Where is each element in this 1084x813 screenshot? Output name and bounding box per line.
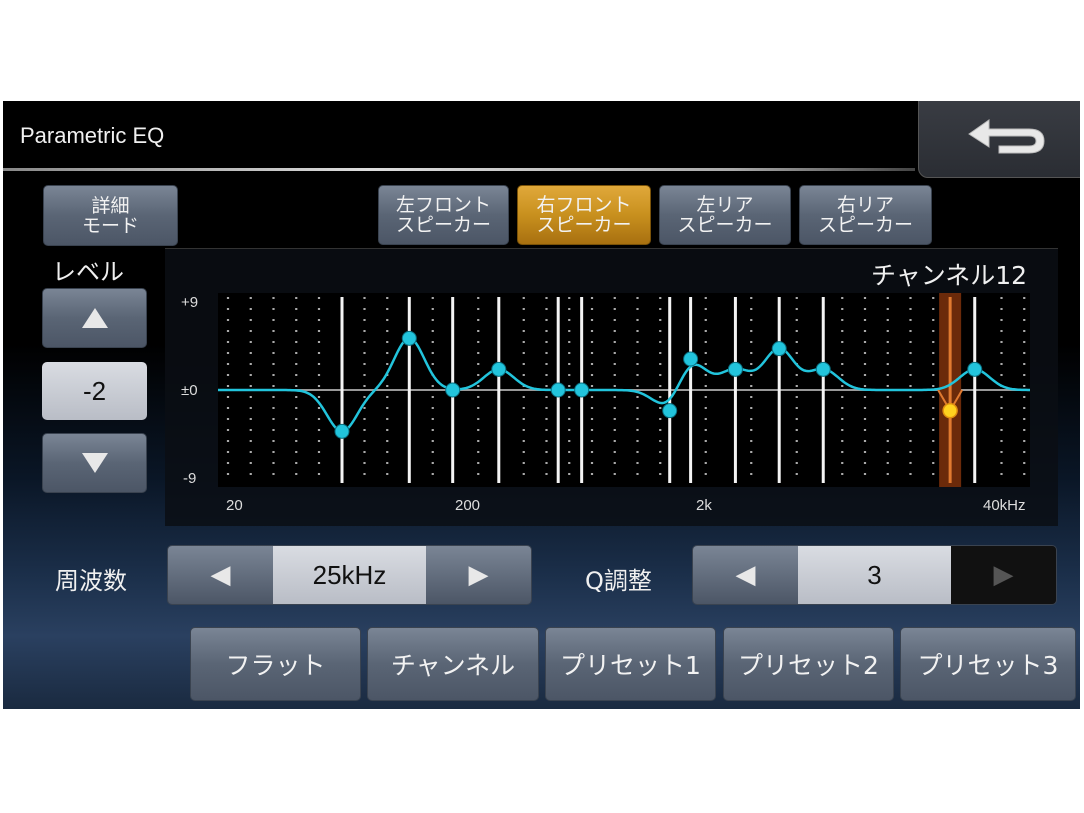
level-up-button[interactable] (42, 288, 147, 348)
tab-label: スピーカー (677, 214, 773, 236)
tab-label: スピーカー (395, 214, 491, 236)
frequency-increase-button[interactable]: ▶ (426, 546, 531, 604)
tab-label: 左フロント (395, 194, 491, 216)
y-tick-label: +9 (181, 294, 199, 311)
y-tick-label: -9 (183, 470, 197, 487)
tab-label: スピーカー (536, 214, 632, 236)
q-value: 3 (798, 546, 951, 604)
eq-screen: Parametric EQ 詳細 モード 左フロント スピーカー 右フロント スピー… (3, 101, 1080, 709)
triangle-left-icon: ◀ (210, 560, 231, 590)
frequency-label: 周波数 (55, 567, 127, 595)
preset1-button[interactable]: プリセット1 (545, 627, 716, 701)
tab-label: 左リア (696, 194, 754, 216)
triangle-left-icon: ◀ (735, 560, 756, 590)
flat-button[interactable]: フラット (190, 627, 361, 701)
q-decrease-button[interactable]: ◀ (693, 546, 798, 604)
tab-label: 右フロント (536, 194, 632, 216)
preset2-button[interactable]: プリセット2 (723, 627, 894, 701)
tab-label: 右リア (836, 194, 894, 216)
level-label: レベル (52, 258, 124, 286)
triangle-right-icon: ▶ (468, 560, 489, 590)
q-adjust-label: Q調整 (585, 567, 652, 595)
preset3-button[interactable]: プリセット3 (900, 627, 1076, 701)
triangle-up-icon (81, 308, 108, 328)
page-title: Parametric EQ (20, 123, 165, 148)
tab-rear-right-speaker[interactable]: 右リア スピーカー (799, 185, 932, 245)
y-tick-label: ±0 (181, 382, 198, 399)
tab-front-left-speaker[interactable]: 左フロント スピーカー (378, 185, 509, 245)
tab-front-right-speaker[interactable]: 右フロント スピーカー (517, 185, 651, 245)
x-tick-label: 40kHz (983, 497, 1026, 514)
tab-label: スピーカー (817, 214, 913, 236)
triangle-right-icon: ▶ (993, 560, 1014, 590)
detail-mode-button[interactable]: 詳細 モード (43, 185, 178, 246)
tab-rear-left-speaker[interactable]: 左リア スピーカー (659, 185, 791, 245)
triangle-down-icon (81, 453, 108, 473)
header-divider (3, 168, 915, 171)
q-adjust-stepper: ◀ 3 ▶ (692, 545, 1057, 605)
level-value: -2 (42, 362, 147, 420)
q-increase-button[interactable]: ▶ (951, 546, 1056, 604)
channel-button[interactable]: チャンネル (367, 627, 539, 701)
back-button[interactable] (918, 101, 1080, 178)
return-arrow-icon (968, 119, 1045, 154)
channel-label: チャンネル12 (870, 261, 1027, 290)
level-down-button[interactable] (42, 433, 147, 493)
frequency-stepper: ◀ 25kHz ▶ (167, 545, 532, 605)
x-tick-label: 200 (455, 497, 481, 514)
frequency-decrease-button[interactable]: ◀ (168, 546, 273, 604)
detail-mode-label: 詳細 (91, 194, 130, 217)
x-tick-label: 20 (226, 497, 243, 514)
frequency-value: 25kHz (273, 546, 426, 604)
detail-mode-label: モード (81, 214, 139, 237)
x-tick-label: 2k (696, 497, 712, 514)
